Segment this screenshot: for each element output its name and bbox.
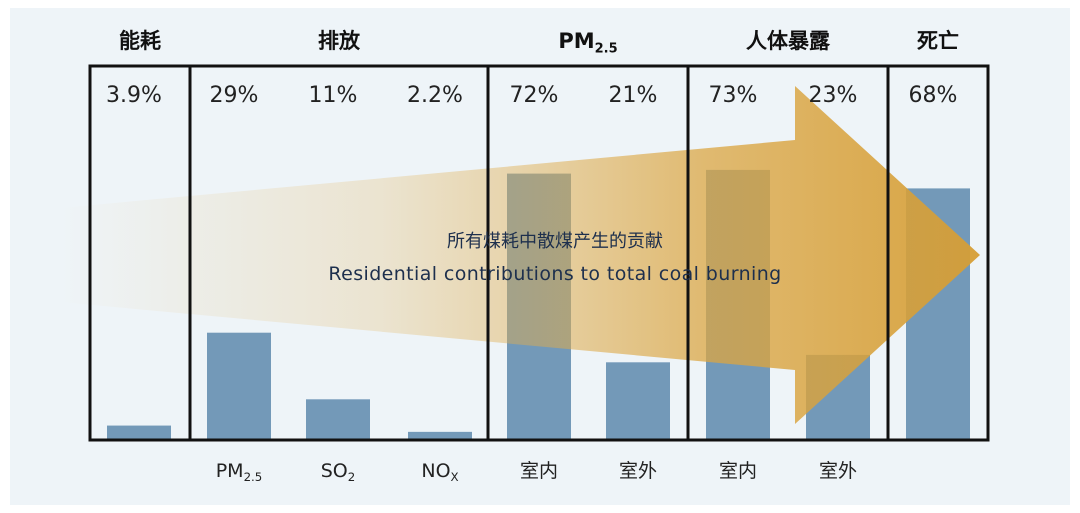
value-label-3-1: 72% [510, 83, 559, 108]
annotation-zh: 所有煤耗中散煤产生的贡献 [447, 231, 663, 252]
group-label-3: PM2.5 [558, 29, 617, 57]
bar-3-2 [606, 362, 670, 440]
group-label-1: 能耗 [119, 29, 161, 53]
group-label-2: 排放 [318, 29, 361, 53]
bar-2-3 [408, 431, 472, 440]
category-label-4-1: 室内 [719, 460, 757, 482]
group-frames [88, 64, 990, 442]
annotation-en: Residential contributions to total coal … [328, 263, 781, 285]
value-label-2-2: 11% [309, 83, 358, 108]
frame-outline [88, 64, 990, 442]
bar-1-1 [107, 425, 171, 440]
value-label-5-1: 68% [909, 83, 958, 108]
value-label-4-1: 73% [709, 83, 758, 108]
value-label-1-1: 3.9% [106, 83, 162, 108]
group-label-4: 人体暴露 [746, 29, 831, 53]
value-label-3-2: 21% [609, 83, 658, 108]
value-label-2-1: 29% [210, 83, 259, 108]
bar-2-2 [306, 399, 370, 440]
value-label-2-3: 2.2% [407, 83, 463, 108]
category-label-3-2: 室外 [619, 460, 657, 482]
bar-2-1 [207, 332, 271, 440]
contribution-arrow [60, 86, 980, 424]
group-label-5: 死亡 [917, 29, 959, 53]
category-label-2-2: SO2 [321, 460, 356, 484]
value-label-4-2: 23% [809, 83, 858, 108]
category-label-2-3: NOX [421, 460, 458, 484]
category-label-4-2: 室外 [819, 460, 857, 482]
labels: 能耗 3.9% 排放 29% PM2.5 11% SO2 2.2% NOX PM2.5 72% 室内 2… [106, 29, 959, 484]
category-label-3-1: 室内 [520, 460, 558, 482]
category-label-2-1: PM2.5 [216, 460, 263, 484]
